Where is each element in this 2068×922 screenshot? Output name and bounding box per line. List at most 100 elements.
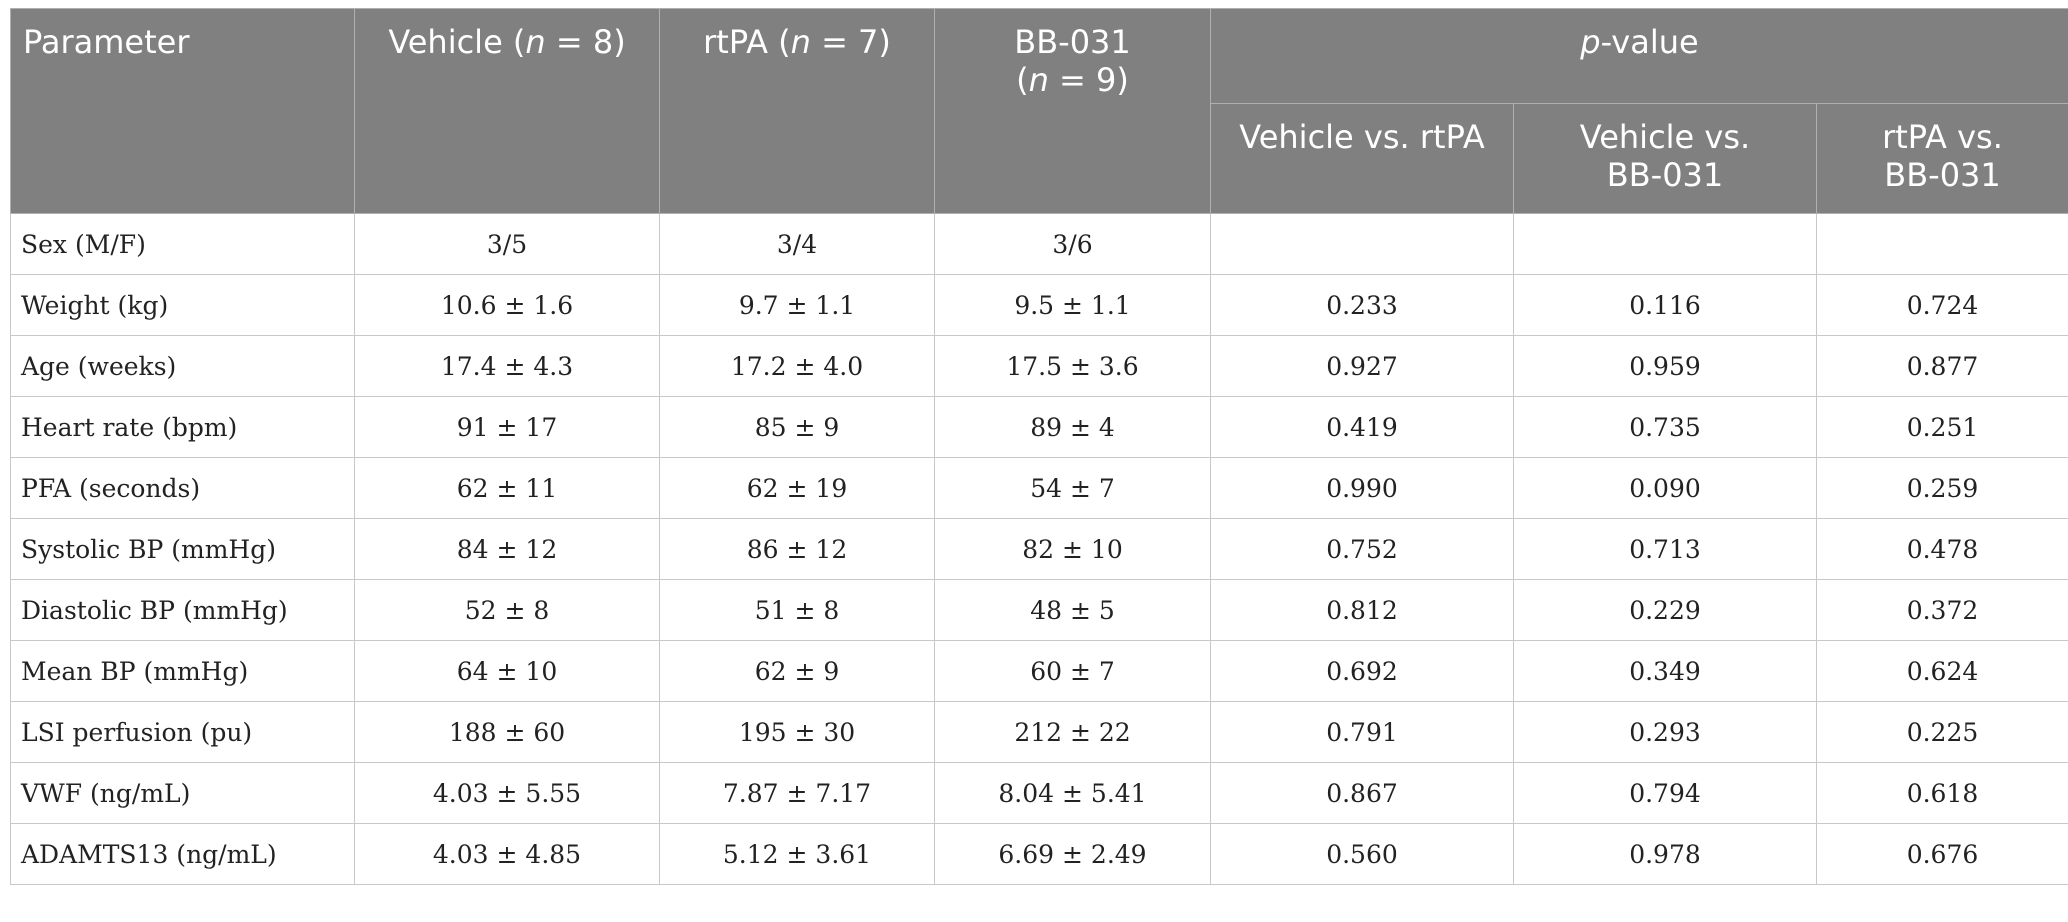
cell-rtpa: 62 ± 9 — [659, 640, 935, 702]
cell-rtpa: 3/4 — [659, 213, 935, 275]
header-bb031-line1: BB-031 — [1014, 23, 1131, 61]
cell-rtpa: 85 ± 9 — [659, 396, 935, 458]
header-rtpa-pre: rtPA ( — [703, 23, 791, 61]
cell-rtpa: 86 ± 12 — [659, 518, 935, 580]
cell-vehicle: 91 ± 17 — [354, 396, 660, 458]
cell-vehicle: 188 ± 60 — [354, 701, 660, 763]
header-bb031: BB-031 (n = 9) — [934, 8, 1211, 214]
table-row: Sex (M/F) 3/5 3/4 3/6 — [10, 213, 2068, 275]
table-row: Weight (kg) 10.6 ± 1.6 9.7 ± 1.1 9.5 ± 1.1 0… — [10, 274, 2068, 336]
cell-p-vehicle-bb031: 0.735 — [1513, 396, 1817, 458]
cell-vehicle: 64 ± 10 — [354, 640, 660, 702]
cell-p-vehicle-rtpa: 0.990 — [1210, 457, 1514, 519]
cell-vehicle: 62 ± 11 — [354, 457, 660, 519]
data-table: Parameter Vehicle (n = 8) rtPA (n = 7) B… — [10, 8, 2068, 885]
cell-p-rtpa-bb031: 0.676 — [1816, 823, 2068, 885]
cell-parameter: Age (weeks) — [10, 335, 355, 397]
cell-p-rtpa-bb031: 0.618 — [1816, 762, 2068, 824]
header-rtpa-vs-bb031: rtPA vs. BB-031 — [1816, 103, 2068, 214]
cell-p-vehicle-bb031: 0.794 — [1513, 762, 1817, 824]
cell-p-rtpa-bb031: 0.724 — [1816, 274, 2068, 336]
cell-bb031: 48 ± 5 — [934, 579, 1211, 641]
cell-vehicle: 17.4 ± 4.3 — [354, 335, 660, 397]
cell-vehicle: 10.6 ± 1.6 — [354, 274, 660, 336]
cell-p-vehicle-bb031: 0.116 — [1513, 274, 1817, 336]
header-p-rest: -value — [1600, 23, 1699, 61]
cell-p-vehicle-rtpa: 0.233 — [1210, 274, 1514, 336]
cell-rtpa: 17.2 ± 4.0 — [659, 335, 935, 397]
cell-p-vehicle-bb031: 0.349 — [1513, 640, 1817, 702]
header-rtpa-vs-bb031-line2: BB-031 — [1884, 156, 2001, 194]
header-bb031-n: n — [1028, 61, 1049, 99]
cell-parameter: Heart rate (bpm) — [10, 396, 355, 458]
cell-p-vehicle-bb031 — [1513, 213, 1817, 275]
header-bb031-pre: ( — [1016, 61, 1029, 99]
cell-p-vehicle-bb031: 0.293 — [1513, 701, 1817, 763]
cell-p-vehicle-rtpa: 0.692 — [1210, 640, 1514, 702]
cell-rtpa: 62 ± 19 — [659, 457, 935, 519]
header-row-2: Vehicle vs. rtPA Vehicle vs. BB-031 rtPA … — [11, 103, 2068, 214]
cell-p-vehicle-rtpa: 0.560 — [1210, 823, 1514, 885]
header-vehicle-n: n — [525, 23, 546, 61]
cell-p-rtpa-bb031: 0.478 — [1816, 518, 2068, 580]
cell-parameter: PFA (seconds) — [10, 457, 355, 519]
cell-vehicle: 84 ± 12 — [354, 518, 660, 580]
cell-bb031: 8.04 ± 5.41 — [934, 762, 1211, 824]
cell-parameter: LSI perfusion (pu) — [10, 701, 355, 763]
table-row: VWF (ng/mL) 4.03 ± 5.55 7.87 ± 7.17 8.04 ± … — [10, 762, 2068, 824]
header-vehicle-pre: Vehicle ( — [388, 23, 526, 61]
cell-parameter: Diastolic BP (mmHg) — [10, 579, 355, 641]
header-vehicle-vs-rtpa-label: Vehicle vs. rtPA — [1239, 118, 1485, 156]
table-body: Sex (M/F) 3/5 3/4 3/6 Weight (kg) 10.6 ± 1.6 9… — [10, 213, 2068, 885]
header-p-value: p-value — [1210, 8, 2068, 104]
cell-p-rtpa-bb031: 0.259 — [1816, 457, 2068, 519]
cell-bb031: 9.5 ± 1.1 — [934, 274, 1211, 336]
header-p-italic: p — [1580, 23, 1601, 61]
cell-vehicle: 52 ± 8 — [354, 579, 660, 641]
table-container: Parameter Vehicle (n = 8) rtPA (n = 7) B… — [10, 8, 2068, 885]
cell-rtpa: 195 ± 30 — [659, 701, 935, 763]
header-rtpa: rtPA (n = 7) — [659, 8, 935, 214]
table-row: Heart rate (bpm) 91 ± 17 85 ± 9 89 ± 4 0.419… — [10, 396, 2068, 458]
table-row: LSI perfusion (pu) 188 ± 60 195 ± 30 212 ± … — [10, 701, 2068, 763]
cell-bb031: 17.5 ± 3.6 — [934, 335, 1211, 397]
cell-p-vehicle-rtpa: 0.752 — [1210, 518, 1514, 580]
header-vehicle-post: = 8) — [545, 23, 626, 61]
cell-bb031: 3/6 — [934, 213, 1211, 275]
cell-p-rtpa-bb031: 0.877 — [1816, 335, 2068, 397]
table-row: PFA (seconds) 62 ± 11 62 ± 19 54 ± 7 0.990 0.… — [10, 457, 2068, 519]
table-row: Systolic BP (mmHg) 84 ± 12 86 ± 12 82 ± 10 0… — [10, 518, 2068, 580]
header-vehicle-vs-rtpa: Vehicle vs. rtPA — [1210, 103, 1514, 214]
header-vehicle: Vehicle (n = 8) — [354, 8, 660, 214]
cell-p-vehicle-bb031: 0.978 — [1513, 823, 1817, 885]
header-rtpa-post: = 7) — [810, 23, 891, 61]
cell-bb031: 60 ± 7 — [934, 640, 1211, 702]
cell-p-vehicle-rtpa: 0.867 — [1210, 762, 1514, 824]
header-bb031-post: = 9) — [1048, 61, 1129, 99]
table-row: ADAMTS13 (ng/mL) 4.03 ± 4.85 5.12 ± 3.61 6.… — [10, 823, 2068, 885]
table-row: Diastolic BP (mmHg) 52 ± 8 51 ± 8 48 ± 5 0.8… — [10, 579, 2068, 641]
cell-bb031: 212 ± 22 — [934, 701, 1211, 763]
cell-parameter: Systolic BP (mmHg) — [10, 518, 355, 580]
header-rtpa-vs-bb031-line1: rtPA vs. — [1882, 118, 2003, 156]
cell-bb031: 89 ± 4 — [934, 396, 1211, 458]
cell-rtpa: 7.87 ± 7.17 — [659, 762, 935, 824]
cell-p-vehicle-rtpa: 0.419 — [1210, 396, 1514, 458]
cell-bb031: 82 ± 10 — [934, 518, 1211, 580]
cell-p-vehicle-rtpa: 0.791 — [1210, 701, 1514, 763]
cell-p-rtpa-bb031: 0.372 — [1816, 579, 2068, 641]
cell-p-rtpa-bb031: 0.225 — [1816, 701, 2068, 763]
header-vehicle-vs-bb031: Vehicle vs. BB-031 — [1513, 103, 1817, 214]
cell-p-rtpa-bb031: 0.624 — [1816, 640, 2068, 702]
header-rtpa-n: n — [790, 23, 811, 61]
cell-p-rtpa-bb031 — [1816, 213, 2068, 275]
cell-vehicle: 4.03 ± 4.85 — [354, 823, 660, 885]
cell-p-vehicle-bb031: 0.229 — [1513, 579, 1817, 641]
cell-rtpa: 9.7 ± 1.1 — [659, 274, 935, 336]
table-row: Age (weeks) 17.4 ± 4.3 17.2 ± 4.0 17.5 ± 3.… — [10, 335, 2068, 397]
header-row-1: Parameter Vehicle (n = 8) rtPA (n = 7) B… — [10, 8, 2068, 214]
cell-p-rtpa-bb031: 0.251 — [1816, 396, 2068, 458]
header-vehicle-vs-bb031-line2: BB-031 — [1606, 156, 1724, 194]
cell-p-vehicle-rtpa: 0.927 — [1210, 335, 1514, 397]
cell-p-vehicle-bb031: 0.090 — [1513, 457, 1817, 519]
